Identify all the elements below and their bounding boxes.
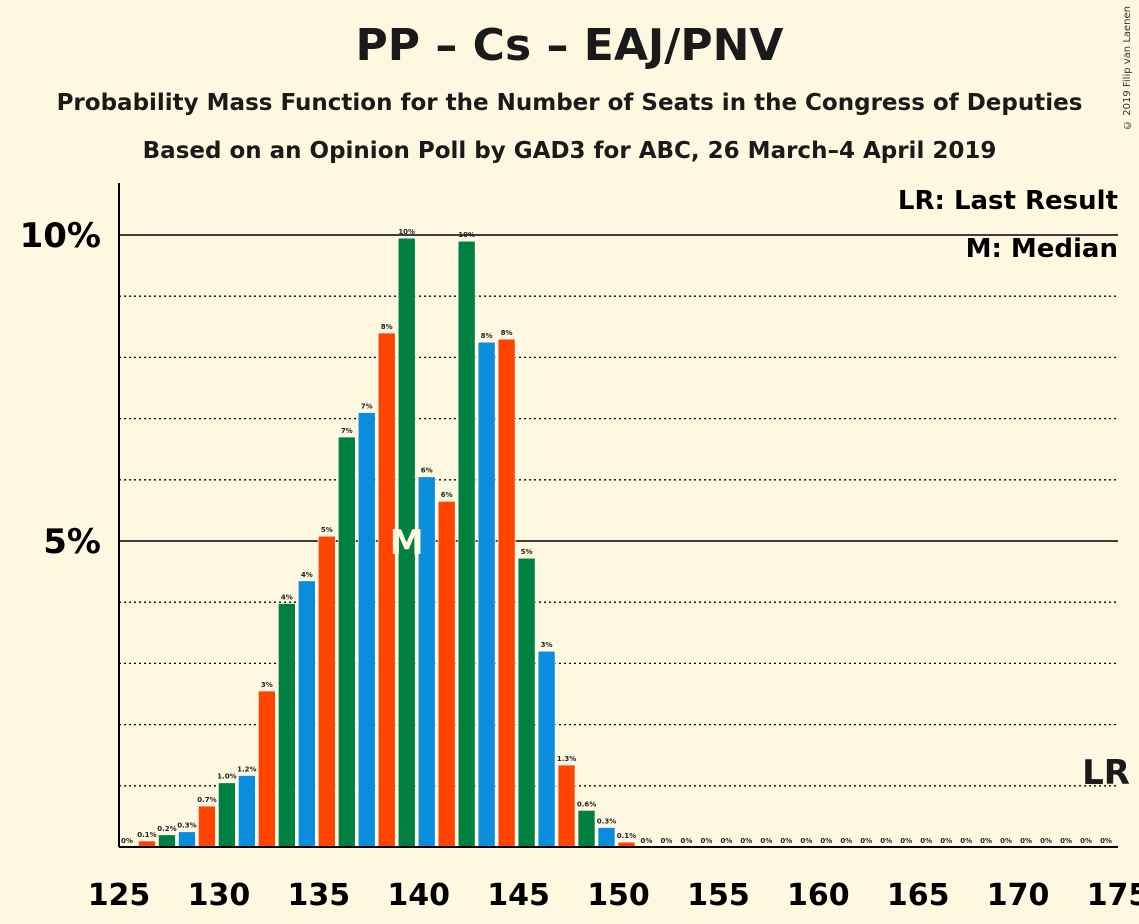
- bar-data-label: 0%: [920, 837, 932, 845]
- bar-data-label: 0%: [800, 837, 812, 845]
- bar: [177, 831, 196, 848]
- data-labels-group: 0%0.1%0.2% 0.3%0.7%1.0%1.2%3%4%4%5%7%7%8%…: [121, 228, 1130, 845]
- bar: [457, 240, 476, 848]
- bar: [577, 809, 596, 848]
- x-tick-label: 140: [387, 878, 450, 913]
- bar: [357, 412, 376, 848]
- y-tick-label: 10%: [20, 216, 101, 256]
- legend-last-result: LR: Last Result: [898, 186, 1118, 216]
- chart-subtitle-2: Based on an Opinion Poll by GAD3 for ABC…: [142, 138, 997, 164]
- x-tick-label: 175: [1087, 878, 1139, 913]
- chart-subtitle-1: Probability Mass Function for the Number…: [56, 90, 1083, 116]
- bar-data-label: 0.2%: [157, 825, 176, 833]
- bar: [337, 436, 356, 848]
- x-tick-label: 165: [887, 878, 950, 913]
- bar-data-label: 0.6%: [577, 800, 596, 808]
- bar: [597, 827, 616, 848]
- bar-data-label: 5%: [321, 526, 333, 534]
- bar-data-label: 4%: [301, 571, 313, 579]
- x-tick-label: 150: [587, 878, 650, 913]
- bar: [517, 557, 536, 848]
- bar-data-label: 7%: [361, 402, 373, 410]
- bar-data-label: 0.3%: [597, 817, 616, 825]
- bar-data-label: 0%: [1000, 837, 1012, 845]
- bar: [197, 805, 216, 848]
- bar: [257, 690, 276, 848]
- bar-data-label: 0%: [780, 837, 792, 845]
- bar-data-label: 0%: [940, 837, 952, 845]
- bars-group: [137, 237, 636, 848]
- bar: [277, 603, 296, 848]
- bar-data-label: 0%: [740, 837, 752, 845]
- bar-data-label: 6%: [421, 467, 433, 475]
- bar-data-label: 3%: [261, 681, 273, 689]
- bar-data-label: 0.1%: [137, 831, 156, 839]
- bar-data-label: 0.3%: [177, 822, 196, 830]
- y-tick-label: 5%: [43, 522, 101, 562]
- bar-data-label: 8%: [501, 329, 513, 337]
- bar: [437, 500, 456, 848]
- bar: [217, 782, 236, 848]
- bar-data-label: 8%: [381, 323, 393, 331]
- bar-data-label: 0%: [840, 837, 852, 845]
- bar: [477, 341, 496, 848]
- bar-data-label: 0%: [121, 837, 133, 845]
- x-tick-label: 125: [88, 878, 151, 913]
- bar-data-label: 0%: [880, 837, 892, 845]
- bar: [157, 834, 176, 848]
- bar: [537, 650, 556, 848]
- legend-median: M: Median: [966, 234, 1118, 264]
- bar-data-label: 6%: [441, 491, 453, 499]
- x-tick-label: 130: [188, 878, 251, 913]
- bar-data-label: 0%: [760, 837, 772, 845]
- bar-data-label: 0%: [661, 837, 673, 845]
- median-marker: M: [390, 523, 424, 563]
- bar: [377, 332, 396, 848]
- bar-data-label: 4%: [281, 593, 293, 601]
- axes-group: 5% 10% 125 130 135 140 145 150 155 160 165 170 175: [20, 183, 1139, 913]
- bar-data-label: 1.2%: [237, 765, 256, 773]
- bar-data-label: 7%: [341, 427, 353, 435]
- bar: [237, 774, 256, 848]
- bar-data-label: 0%: [1020, 837, 1032, 845]
- bar-data-label: 3%: [541, 641, 553, 649]
- bar-data-label: 0%: [980, 837, 992, 845]
- bar-data-label: 1.0%: [217, 773, 236, 781]
- bar: [297, 580, 316, 848]
- bar-data-label: 0%: [820, 837, 832, 845]
- bar-data-label: 0%: [960, 837, 972, 845]
- bar-data-label: 0%: [680, 837, 692, 845]
- x-tick-label: 160: [787, 878, 850, 913]
- bar: [497, 338, 516, 848]
- bar-data-label: 0%: [860, 837, 872, 845]
- bar: [317, 535, 336, 848]
- bar-data-label: 0%: [1080, 837, 1092, 845]
- bar-data-label: 10%: [458, 231, 475, 239]
- bar-data-label: 0%: [900, 837, 912, 845]
- bar: [557, 764, 576, 848]
- bar-data-label: 8%: [481, 332, 493, 340]
- x-tick-label: 135: [287, 878, 350, 913]
- bar-data-label: 0%: [1040, 837, 1052, 845]
- bar-data-label: 0%: [641, 837, 653, 845]
- x-tick-label: 155: [687, 878, 750, 913]
- last-result-marker: LR: [1082, 753, 1130, 793]
- bar-data-label: 5%: [521, 548, 533, 556]
- bar-data-label: 0%: [1100, 837, 1112, 845]
- bar-data-label: 0%: [1060, 837, 1072, 845]
- x-tick-label: 170: [987, 878, 1050, 913]
- x-tick-label: 145: [487, 878, 550, 913]
- bar-data-label: 1.3%: [557, 755, 576, 763]
- bar-data-label: 10%: [398, 228, 415, 236]
- bar-data-label: 0%: [720, 837, 732, 845]
- bar-data-label: 0%: [700, 837, 712, 845]
- bar-data-label: 0.1%: [617, 832, 636, 840]
- chart-title: PP – Cs – EAJ/PNV: [355, 20, 784, 71]
- bar-data-label: 0.7%: [197, 796, 216, 804]
